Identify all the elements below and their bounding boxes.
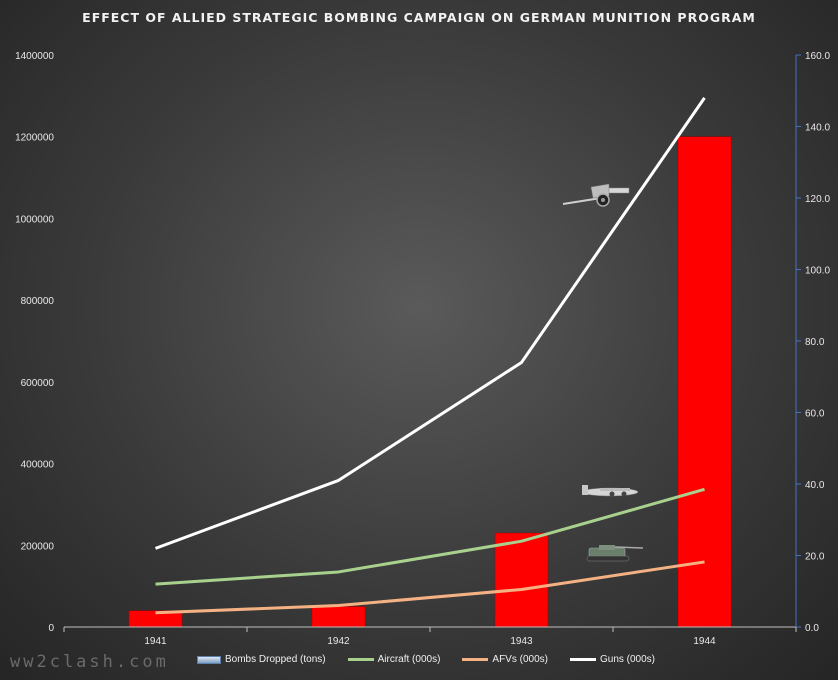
legend-item-guns: Guns (000s) (569, 654, 656, 665)
legend-item-aircraft: Aircraft (000s) (347, 654, 441, 665)
x-tick-label: 1944 (693, 636, 716, 647)
x-tick-label: 1942 (327, 636, 350, 647)
y-right-tick-label: 0.0 (805, 623, 819, 634)
y-left-tick-label: 1400000 (15, 51, 54, 62)
legend-item-bombs: Bombs Dropped (tons) (197, 654, 326, 665)
legend-label-afvs: AFVs (000s) (492, 654, 548, 665)
line-guns (154, 97, 706, 550)
legend-label-aircraft: Aircraft (000s) (377, 654, 441, 665)
y-right-tick-label: 100.0 (805, 266, 830, 277)
y-left-tick-label: 1200000 (15, 133, 54, 144)
legend-label-bombs: Bombs Dropped (tons) (225, 654, 326, 665)
y-right-tick-label: 140.0 (805, 123, 830, 134)
chart-title: EFFECT OF ALLIED STRATEGIC BOMBING CAMPA… (82, 10, 756, 25)
watermark: ww2clash.com (10, 652, 169, 672)
y-right-tick-label: 20.0 (805, 552, 825, 563)
y-left-tick-label: 200000 (21, 541, 55, 552)
y-right-tick-label: 60.0 (805, 409, 825, 420)
artillery-gun-icon (562, 183, 630, 207)
y-left-tick-label: 1000000 (15, 214, 54, 225)
legend-swatch-aircraft (347, 658, 374, 661)
legend: Bombs Dropped (tons) Aircraft (000s) AFV… (197, 654, 677, 665)
line-afvs (155, 560, 705, 615)
bomber-aircraft-icon (581, 485, 639, 497)
line-aircraft (155, 487, 705, 586)
y-left-tick-label: 400000 (21, 460, 55, 471)
bar-bombs-dropped (677, 136, 732, 628)
legend-swatch-afvs (462, 658, 489, 661)
legend-label-guns: Guns (000s) (599, 654, 656, 665)
legend-item-afvs: AFVs (000s) (462, 654, 548, 665)
y-left-tick-label: 600000 (21, 378, 55, 389)
y-left-tick-label: 0 (48, 623, 54, 634)
bar-bombs-dropped (311, 606, 366, 628)
x-tick-label: 1941 (144, 636, 167, 647)
y-right-tick-label: 120.0 (805, 194, 830, 205)
bar-bombs-dropped (494, 532, 549, 628)
y-left-tick-label: 800000 (21, 296, 55, 307)
y-right-tick-label: 80.0 (805, 337, 825, 348)
x-tick-label: 1943 (510, 636, 533, 647)
y-right-tick-label: 40.0 (805, 480, 825, 491)
y-right-tick-label: 160.0 (805, 51, 830, 62)
legend-swatch-guns (569, 658, 596, 661)
legend-swatch-bombs (197, 655, 221, 664)
tank-icon (586, 545, 644, 562)
